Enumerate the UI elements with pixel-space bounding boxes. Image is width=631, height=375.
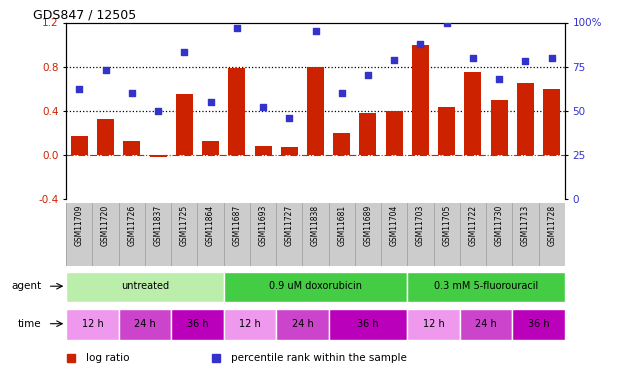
Text: GSM11727: GSM11727 [285,205,294,246]
Text: 12 h: 12 h [423,319,444,329]
Point [442,20,452,26]
Text: GSM11704: GSM11704 [390,205,399,246]
Point [258,104,268,110]
Point [153,108,163,114]
Bar [171,309,223,340]
Bar [223,272,408,302]
Point [100,67,110,73]
Text: GSM11703: GSM11703 [416,205,425,246]
Bar [202,141,219,154]
Text: 24 h: 24 h [292,319,313,329]
Bar [408,272,565,302]
Bar [71,136,88,154]
Point [179,50,189,55]
Text: 12 h: 12 h [81,319,103,329]
Bar [119,309,171,340]
Bar [329,309,408,340]
Text: GDS847 / 12505: GDS847 / 12505 [33,8,136,21]
Bar [360,113,377,154]
Text: GSM11730: GSM11730 [495,205,504,246]
Bar [276,309,329,340]
Point [337,90,347,96]
Text: GSM11864: GSM11864 [206,205,215,246]
Point [232,25,242,31]
Text: GSM11687: GSM11687 [232,205,241,246]
Point [310,28,321,34]
Bar [281,147,298,154]
Bar [66,309,119,340]
Text: agent: agent [11,281,41,291]
Text: 36 h: 36 h [528,319,550,329]
Bar [123,141,140,154]
Bar [464,72,481,154]
Point [284,115,294,121]
Bar [223,309,276,340]
Text: GSM11681: GSM11681 [337,205,346,246]
Bar [491,100,508,154]
Text: GSM11728: GSM11728 [547,205,556,246]
Text: GSM11720: GSM11720 [101,205,110,246]
Text: 12 h: 12 h [239,319,261,329]
Text: 0.9 uM doxorubicin: 0.9 uM doxorubicin [269,281,362,291]
Bar [512,309,565,340]
Bar [150,154,167,157]
Text: GSM11722: GSM11722 [468,205,478,246]
Bar [307,67,324,154]
Bar [66,272,223,302]
Point [74,87,85,93]
Text: GSM11705: GSM11705 [442,205,451,246]
Text: 24 h: 24 h [134,319,156,329]
Bar [438,107,455,154]
Bar [386,111,403,154]
Bar [228,68,245,154]
Point [546,55,557,61]
Text: GSM11838: GSM11838 [311,205,320,246]
Text: 24 h: 24 h [475,319,497,329]
Text: GSM11713: GSM11713 [521,205,530,246]
Bar [254,146,271,154]
Point [363,72,373,78]
Text: GSM11689: GSM11689 [363,205,372,246]
Text: GSM11837: GSM11837 [153,205,163,246]
Text: log ratio: log ratio [86,353,130,363]
Bar [97,119,114,154]
Text: GSM11725: GSM11725 [180,205,189,246]
Point [494,76,504,82]
Bar [543,88,560,154]
Text: 0.3 mM 5-fluorouracil: 0.3 mM 5-fluorouracil [434,281,538,291]
Point [468,55,478,61]
Text: percentile rank within the sample: percentile rank within the sample [231,353,406,363]
Text: time: time [18,319,41,329]
Text: GSM11726: GSM11726 [127,205,136,246]
Bar [333,133,350,154]
Text: GSM11709: GSM11709 [75,205,84,246]
Point [415,40,425,46]
Bar [517,83,534,154]
Point [389,57,399,63]
Bar [408,309,460,340]
Point [206,99,216,105]
Text: 36 h: 36 h [357,319,379,329]
Bar [176,94,193,154]
Text: untreated: untreated [121,281,169,291]
Point [521,58,531,64]
Text: GSM11693: GSM11693 [259,205,268,246]
Point [127,90,137,96]
Bar [412,45,429,154]
Text: 36 h: 36 h [187,319,208,329]
Bar [460,309,512,340]
